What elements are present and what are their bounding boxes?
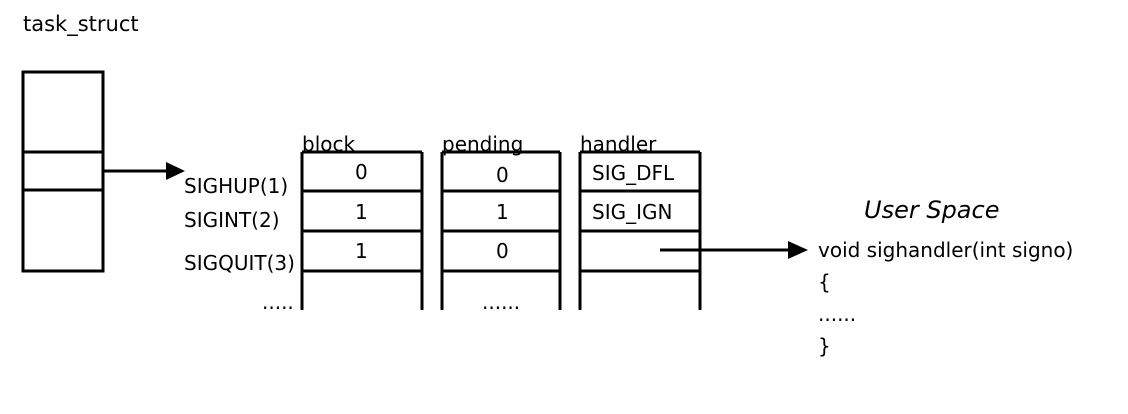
column-header-handler: handler	[580, 132, 657, 156]
code-line-ellipsis: ......	[818, 302, 857, 326]
block-value-sigint: 1	[355, 200, 368, 224]
handler-value-sighup: SIG_DFL	[592, 161, 675, 185]
pending-ellipsis: ......	[482, 290, 521, 314]
column-header-pending: pending	[442, 132, 524, 156]
block-column	[300, 150, 424, 310]
signal-label-sigquit: SIGQUIT(3)	[184, 251, 295, 275]
pending-value-sigquit: 0	[496, 239, 509, 263]
pending-value-sighup: 0	[496, 163, 509, 187]
signal-label-sighup: SIGHUP(1)	[184, 174, 289, 198]
signal-label-sigint: SIGINT(2)	[184, 208, 280, 232]
handler-arrow-head	[788, 241, 808, 259]
task-struct-box	[21, 70, 105, 273]
handler-value-sigint: SIG_IGN	[592, 200, 673, 224]
code-line-signature: void sighandler(int signo)	[818, 238, 1074, 262]
column-header-block: block	[302, 132, 356, 156]
signal-ellipsis: .....	[262, 290, 294, 314]
block-value-sighup: 0	[355, 160, 368, 184]
task-struct-label: task_struct	[23, 12, 139, 36]
code-line-open-brace: {	[818, 270, 831, 294]
handler-column	[578, 150, 702, 310]
task-struct-arrow-head	[166, 162, 185, 180]
pending-value-sigint: 1	[496, 200, 509, 224]
block-value-sigquit: 1	[355, 239, 368, 263]
pending-column	[440, 150, 562, 310]
user-space-title: User Space	[864, 196, 1000, 224]
code-line-close-brace: }	[818, 334, 831, 358]
